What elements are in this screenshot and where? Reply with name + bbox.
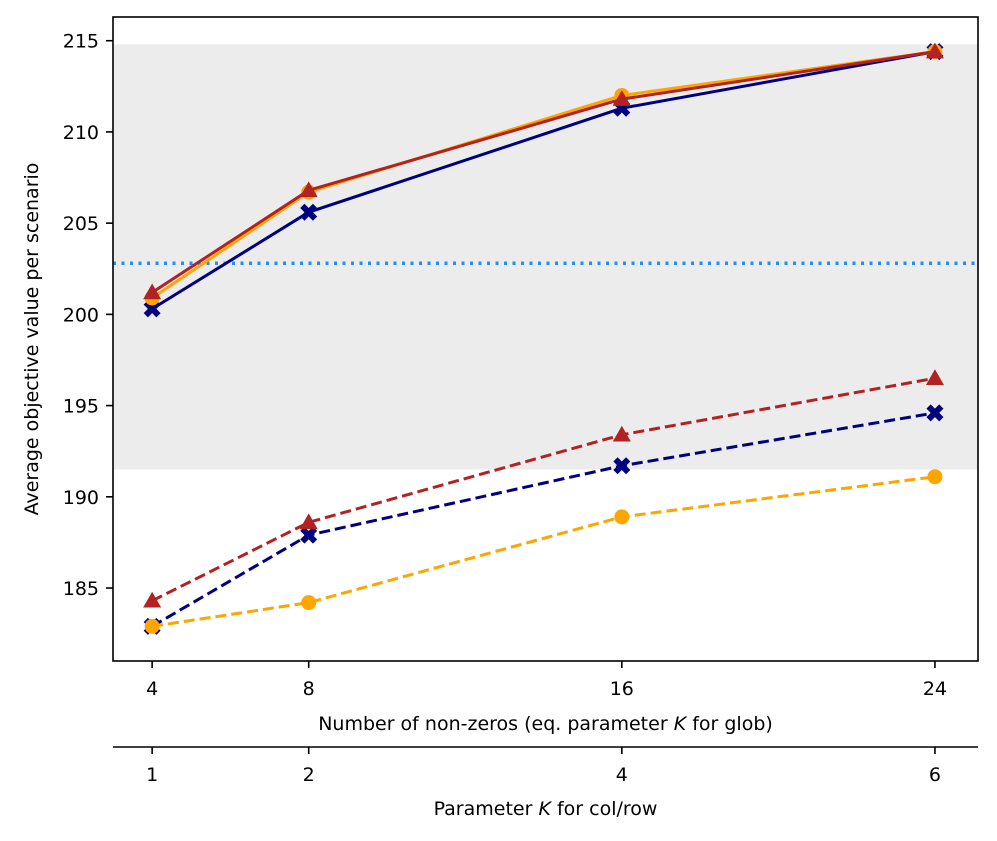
- series-5-point-2: [301, 595, 317, 611]
- x2-tick-label-2: 2: [303, 764, 315, 786]
- x-axis-label-part-2: K: [674, 713, 688, 735]
- secondary-x-axis-label-part-3: for col/row: [551, 798, 658, 820]
- series-3-point-1: [143, 283, 162, 300]
- series-5-point-3: [614, 509, 630, 525]
- x-axis-label: Number of non-zeros (eq. parameter K for…: [318, 713, 773, 735]
- series-4-line: [151, 411, 936, 628]
- series-4-point-4: [926, 404, 944, 422]
- x-tick-label-1: 4: [146, 678, 158, 700]
- series-1-point-2-stroke-2: [300, 203, 318, 221]
- series-3-point-2: [299, 181, 318, 198]
- y-tick-label-7: 215: [63, 31, 99, 53]
- series-6-point-2: [299, 513, 318, 530]
- shaded-band: [113, 44, 978, 470]
- series-3-line: [151, 50, 936, 294]
- series-5: [144, 469, 943, 634]
- series-4-point-2-stroke-2: [300, 526, 318, 544]
- plot-frame: [112, 16, 979, 662]
- series-3: [143, 42, 944, 300]
- secondary-x-axis-label-part-1: Parameter: [434, 798, 539, 820]
- x-axis-label-part-1: Number of non-zeros (eq. parameter: [318, 713, 674, 735]
- series-4-point-2: [300, 526, 318, 544]
- series-1-point-2: [300, 203, 318, 221]
- secondary-x-axis-label: Parameter K for col/row: [434, 798, 658, 820]
- series-3-point-4: [925, 42, 944, 59]
- series-5-line: [151, 475, 936, 628]
- series-4-point-3: [613, 457, 631, 475]
- series-5-point-1: [144, 618, 160, 634]
- shaded-band-layer: [113, 44, 978, 470]
- series-6-point-1: [143, 591, 162, 608]
- y-tick-label-1: 185: [63, 578, 99, 600]
- y-tick-label-6: 210: [63, 122, 99, 144]
- series-6-point-4: [925, 369, 944, 385]
- axes-layer: [112, 16, 979, 748]
- y-tick-label-2: 190: [63, 487, 99, 509]
- y-tick-label-5: 205: [63, 213, 99, 235]
- x-axis-label-part-3: for glob): [686, 713, 773, 735]
- series-6-line: [151, 376, 936, 603]
- series-4-point-3-stroke-2: [613, 457, 631, 475]
- x2-tick-label-1: 1: [146, 764, 158, 786]
- x-tick-label-4: 24: [923, 678, 947, 700]
- series-layer: [143, 42, 944, 635]
- series-1-line: [151, 50, 936, 311]
- series-1-point-1: [143, 300, 161, 318]
- series-6: [143, 369, 944, 608]
- y-tick-label-3: 195: [63, 396, 99, 418]
- y-tick-label-4: 200: [63, 304, 99, 326]
- ticks-layer: 185 190 195 200 205 210 215 4 1 8 2 16 4 24 6: [63, 31, 947, 786]
- x2-tick-label-3: 4: [616, 764, 628, 786]
- x-tick-label-2: 8: [303, 678, 315, 700]
- series-5-point-4: [927, 469, 943, 485]
- x2-tick-label-4: 6: [929, 764, 941, 786]
- series-1-point-1-stroke-2: [143, 300, 161, 318]
- y-axis-label: Average objective value per scenario: [21, 163, 43, 516]
- series-4-point-4-stroke-2: [926, 404, 944, 422]
- secondary-x-axis-label-part-2: K: [538, 798, 552, 820]
- series-3-point-3: [612, 90, 631, 106]
- series-6-point-3: [612, 425, 631, 442]
- x-tick-label-3: 16: [610, 678, 634, 700]
